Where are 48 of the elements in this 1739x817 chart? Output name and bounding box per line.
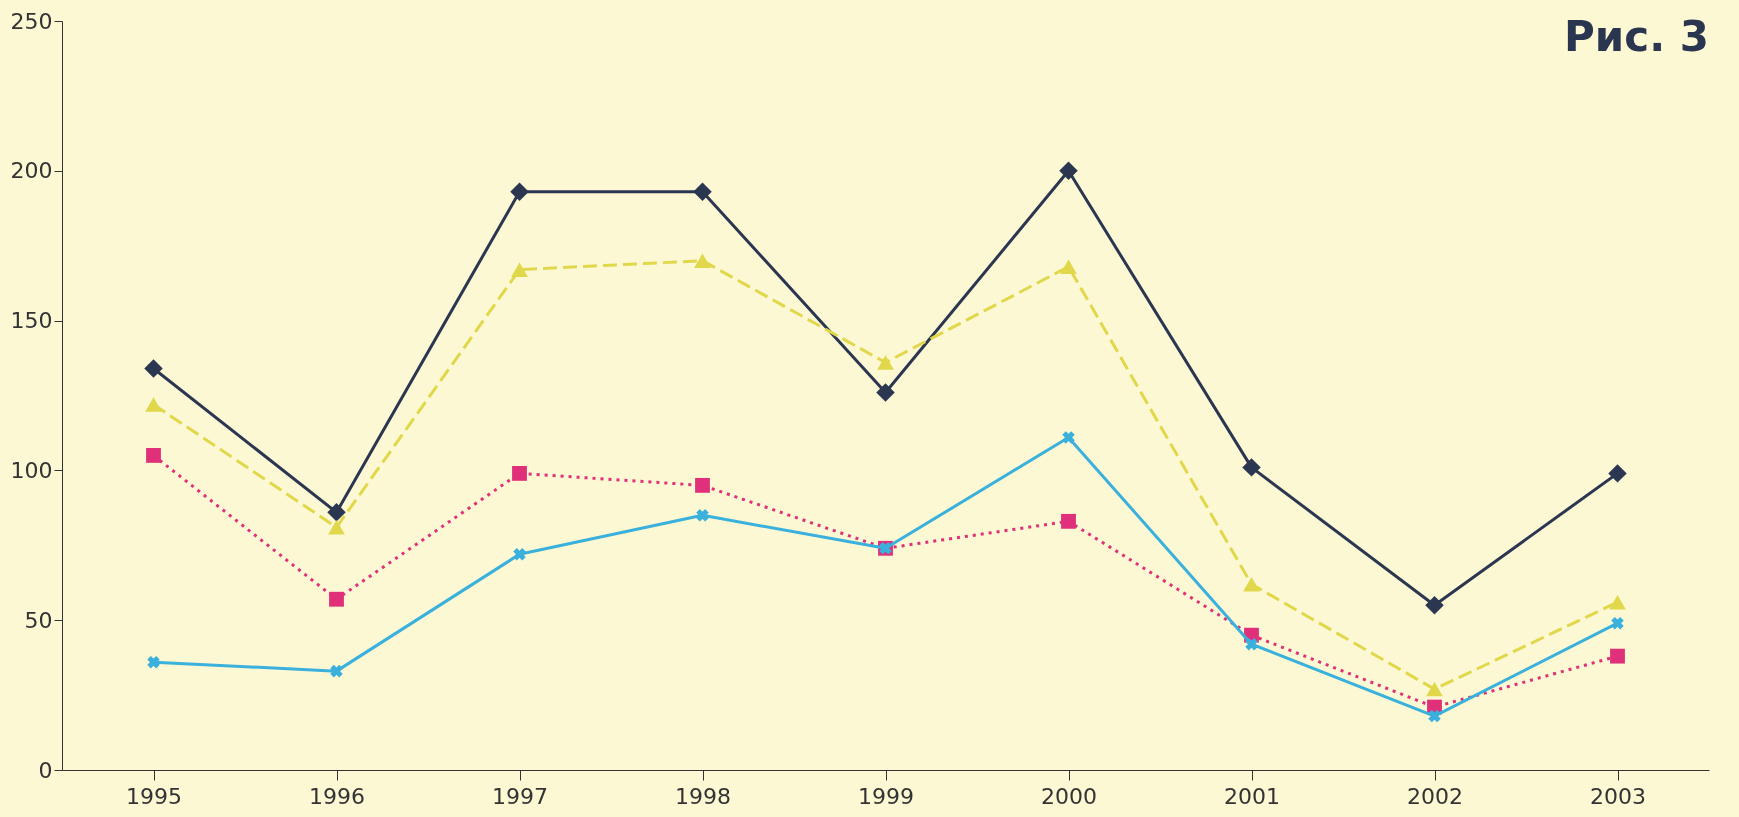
point (1061, 513, 1076, 529)
point (1243, 577, 1260, 592)
point (693, 182, 712, 201)
x-tick-label: 1996 (309, 783, 365, 809)
point (1425, 596, 1444, 615)
point (329, 591, 344, 607)
point (1242, 458, 1261, 477)
x-tick-label: 1999 (858, 783, 914, 809)
point (1245, 637, 1258, 651)
x-tick-label: 2002 (1407, 783, 1463, 809)
point (1426, 681, 1443, 697)
point (146, 448, 161, 463)
point (1608, 464, 1627, 483)
y-tick-label: 100 (10, 457, 53, 483)
chart-title: Рис. 3 (1564, 12, 1709, 61)
x-tick-label: 2000 (1041, 783, 1097, 809)
x-tick-label: 2001 (1224, 783, 1280, 809)
y-tick-label: 0 (38, 757, 53, 783)
point (876, 383, 895, 402)
point (145, 397, 162, 412)
y-tick-label: 250 (10, 8, 53, 34)
point (1428, 709, 1441, 723)
x-tick-label: 1995 (126, 783, 182, 809)
point (510, 182, 529, 201)
point (147, 655, 160, 669)
x-tick-label: 1997 (492, 783, 548, 809)
point (1060, 259, 1077, 274)
point (144, 359, 163, 378)
point (512, 465, 527, 481)
point (327, 503, 346, 522)
point (695, 477, 710, 493)
point (1059, 161, 1078, 181)
point (328, 520, 345, 535)
point (696, 509, 709, 522)
point (1609, 594, 1626, 610)
point (511, 262, 528, 277)
x-tick-label: 2003 (1590, 783, 1646, 809)
point (513, 548, 526, 561)
y-tick-label: 150 (10, 308, 53, 334)
x-tick-label: 1998 (675, 783, 731, 809)
y-tick-label: 50 (24, 607, 53, 633)
point (694, 253, 711, 268)
point (1611, 616, 1624, 630)
point (1062, 431, 1075, 444)
point (330, 664, 343, 678)
point (1610, 648, 1625, 664)
y-tick-label: 200 (10, 158, 53, 184)
point (877, 355, 894, 370)
